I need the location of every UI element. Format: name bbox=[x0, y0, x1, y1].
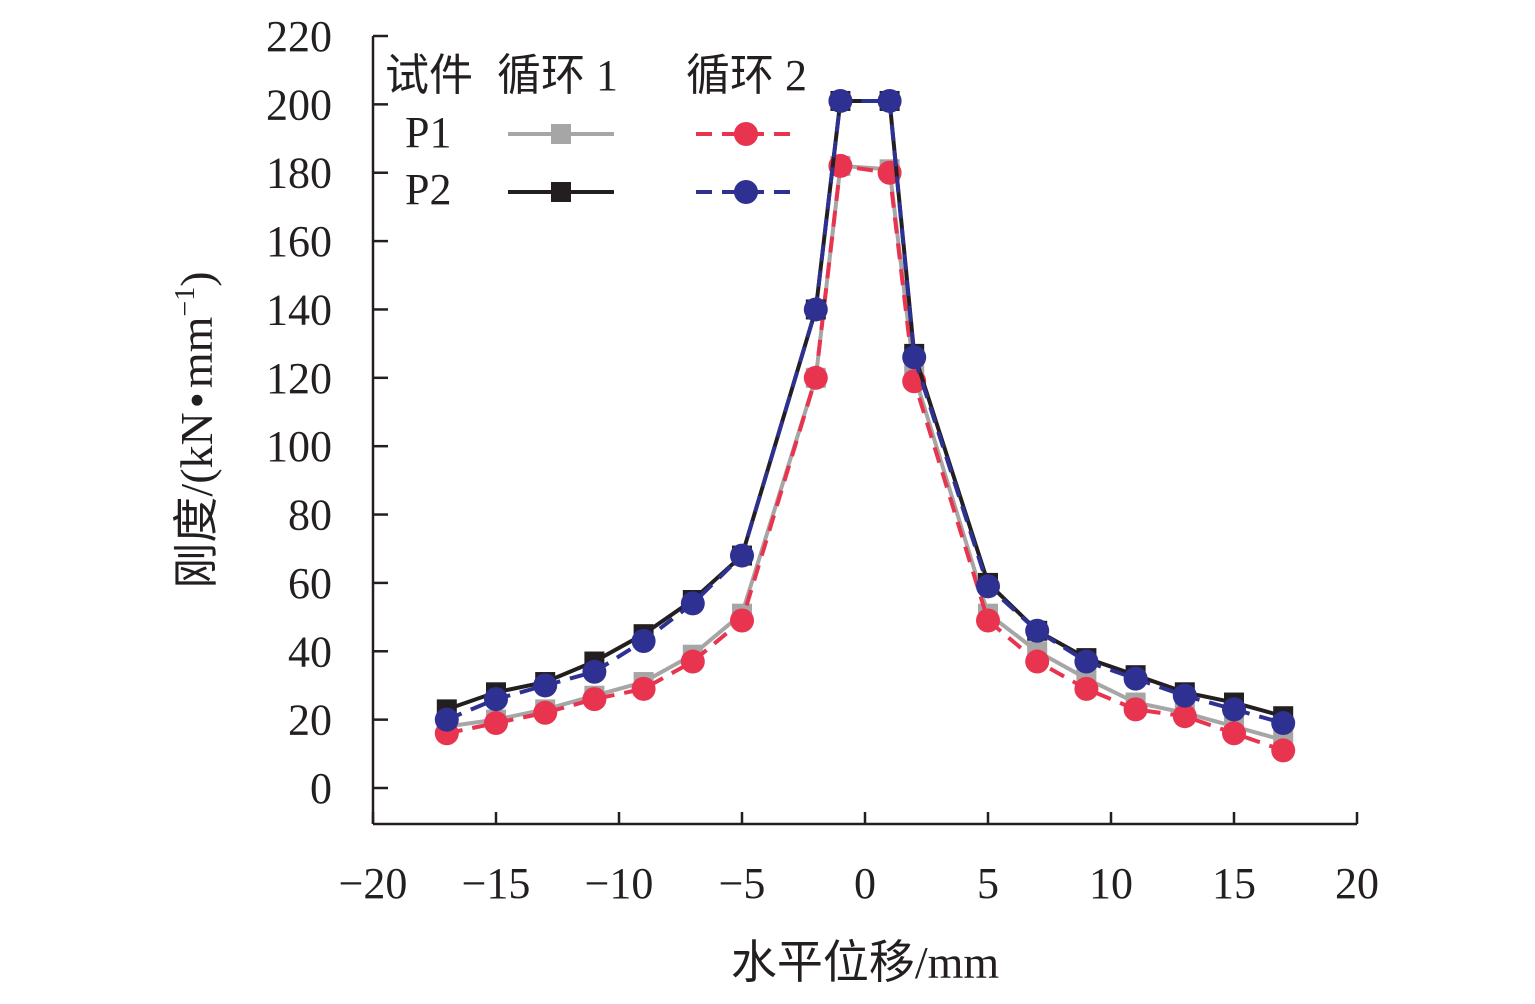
y-axis-title: 刚度/(kN • mm−1) bbox=[170, 271, 222, 588]
legend-marks bbox=[508, 122, 796, 204]
legend-header-cycle1: 循环 1 bbox=[497, 51, 618, 100]
x-tick-label: −20 bbox=[339, 859, 408, 908]
y-tick-label: 0 bbox=[310, 764, 332, 813]
y-tick-label: 20 bbox=[288, 696, 332, 745]
data-point bbox=[1025, 618, 1050, 643]
data-point bbox=[484, 687, 508, 712]
data-point bbox=[582, 659, 607, 684]
x-tick-label: −5 bbox=[719, 859, 766, 908]
y-tick-label: 120 bbox=[266, 354, 332, 403]
data-point bbox=[533, 700, 558, 725]
series-p1-cycle1 bbox=[436, 155, 1294, 751]
data-point bbox=[1172, 683, 1197, 708]
data-point bbox=[1074, 676, 1099, 701]
data-point bbox=[1222, 697, 1246, 722]
data-point bbox=[730, 543, 754, 568]
data-point bbox=[582, 687, 607, 712]
data-point bbox=[680, 591, 705, 616]
data-point bbox=[877, 88, 902, 113]
legend-header-specimen: 试件 bbox=[385, 51, 473, 100]
data-point bbox=[1025, 649, 1050, 674]
x-tick-label: 15 bbox=[1212, 859, 1256, 908]
legend-marker bbox=[734, 180, 758, 204]
y-axis-title-exp: −1 bbox=[170, 287, 201, 317]
series-line-p1-cycle1 bbox=[446, 163, 1284, 743]
y-tick-label: 160 bbox=[266, 217, 332, 266]
data-point bbox=[1123, 697, 1148, 722]
data-point bbox=[1123, 666, 1148, 691]
data-point bbox=[976, 574, 1000, 599]
tick-labels: −20 −15 −10 −5 0 5 10 15 20020406080100120140160… bbox=[266, 12, 1379, 908]
axes bbox=[371, 36, 1357, 826]
y-axis-title-main: 刚度/(kN bbox=[171, 412, 222, 588]
data-point bbox=[828, 88, 853, 113]
series-line-p1-cycle2 bbox=[446, 163, 1284, 753]
series-layer bbox=[434, 88, 1296, 763]
y-tick-label: 60 bbox=[288, 559, 332, 608]
data-point bbox=[902, 345, 927, 370]
ticks bbox=[371, 34, 1359, 824]
x-tick-label: 10 bbox=[1089, 859, 1133, 908]
data-point bbox=[1222, 721, 1246, 746]
data-point bbox=[680, 649, 705, 674]
x-tick-label: 20 bbox=[1335, 859, 1379, 908]
data-point bbox=[1074, 649, 1099, 674]
data-point bbox=[631, 629, 656, 654]
legend-marker bbox=[551, 124, 571, 144]
legend: 试件 循环 1 循环 2 P1 P2 bbox=[385, 51, 807, 214]
data-point bbox=[434, 707, 459, 732]
legend-row-p1: P1 bbox=[405, 108, 451, 157]
series-p1-cycle2 bbox=[434, 153, 1296, 763]
y-axis-title-unit: mm bbox=[171, 316, 222, 388]
data-point bbox=[484, 711, 508, 736]
data-point bbox=[730, 608, 754, 633]
data-point bbox=[976, 608, 1000, 633]
y-tick-label: 180 bbox=[266, 149, 332, 198]
x-axis-title: 水平位移/mm bbox=[731, 937, 1000, 988]
y-tick-label: 40 bbox=[288, 627, 332, 676]
y-tick-label: 140 bbox=[266, 285, 332, 334]
x-tick-label: −15 bbox=[462, 859, 531, 908]
y-tick-label: 100 bbox=[266, 422, 332, 471]
y-tick-label: 220 bbox=[266, 12, 332, 61]
data-point bbox=[803, 297, 828, 322]
y-axis-title-close: ) bbox=[171, 271, 222, 286]
x-tick-label: −10 bbox=[585, 859, 654, 908]
series-line-p2-cycle2 bbox=[446, 98, 1284, 725]
series-p2-cycle2 bbox=[434, 88, 1296, 736]
legend-marker bbox=[734, 122, 758, 146]
x-tick-label: 0 bbox=[854, 859, 876, 908]
data-point bbox=[1271, 738, 1296, 763]
legend-row-p2: P2 bbox=[405, 165, 451, 214]
y-tick-label: 80 bbox=[288, 491, 332, 540]
x-tick-label: 5 bbox=[977, 859, 999, 908]
y-axis-title-dot: • bbox=[171, 392, 222, 408]
data-point bbox=[1271, 711, 1296, 736]
legend-header-cycle2: 循环 2 bbox=[686, 51, 807, 100]
svg-text:刚度/(kN•mm−1): 刚度/(kN • mm−1) bbox=[170, 271, 222, 588]
legend-marker bbox=[551, 182, 571, 202]
data-point bbox=[631, 676, 656, 701]
data-point bbox=[533, 673, 558, 698]
data-point bbox=[1172, 704, 1197, 729]
y-tick-label: 200 bbox=[266, 80, 332, 129]
data-point bbox=[803, 365, 828, 390]
